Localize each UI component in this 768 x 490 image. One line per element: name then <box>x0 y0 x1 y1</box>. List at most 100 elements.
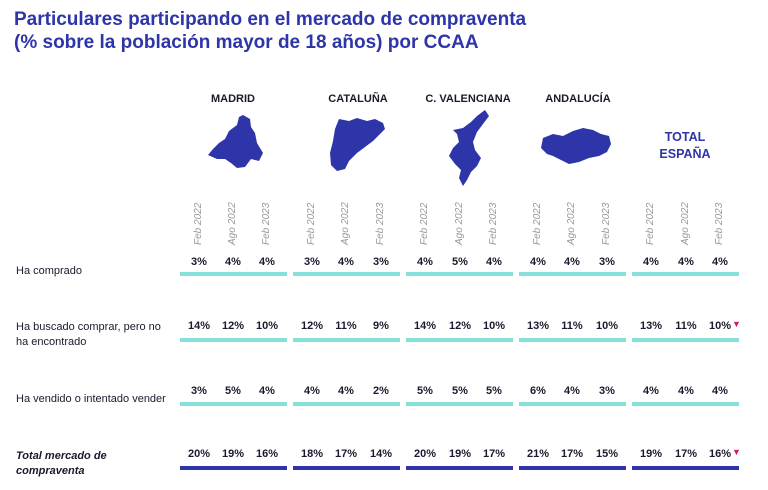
region-header-madrid: MADRID <box>211 93 255 105</box>
row-bar <box>293 466 400 470</box>
value-cell: 11% <box>561 320 583 332</box>
region-header-cataluna: CATALUÑA <box>328 93 388 105</box>
value-cell: 16% <box>255 448 279 460</box>
value-cell: 17% <box>482 448 506 460</box>
value-cell: 3% <box>373 256 389 268</box>
value-cell: 4% <box>564 385 580 397</box>
period-label: Feb 2023 <box>261 202 272 245</box>
value-cell: 12% <box>221 320 245 332</box>
value-cell: 4% <box>259 256 275 268</box>
value-cell: 4% <box>259 385 275 397</box>
value-cell: 4% <box>643 385 659 397</box>
period-label: Ago 2022 <box>227 202 238 245</box>
row-label-line: ha encontrado <box>16 336 87 348</box>
row-bar <box>519 466 626 470</box>
value-cell: 9% <box>373 320 389 332</box>
value-cell: 12% <box>448 320 472 332</box>
row-bar <box>632 402 739 406</box>
value-cell: 2% <box>373 385 389 397</box>
value-cell: 4% <box>564 256 580 268</box>
value-cell: 4% <box>643 256 659 268</box>
period-label: Ago 2022 <box>680 202 691 245</box>
row-bar <box>406 272 513 276</box>
title-line-1: Particulares participando en el mercado … <box>14 9 527 30</box>
row-label-line: compraventa <box>16 465 85 477</box>
value-cell: 6% <box>530 385 546 397</box>
value-cell: 3% <box>599 256 615 268</box>
value-cell: 17% <box>334 448 358 460</box>
region-header-andalucia: ANDALUCÍA <box>545 93 611 105</box>
period-label: Ago 2022 <box>454 202 465 245</box>
row-bar <box>293 338 400 342</box>
period-label: Feb 2023 <box>488 202 499 245</box>
chart-title: Particulares participando en el mercado … <box>14 8 754 54</box>
value-cell: 5% <box>452 256 468 268</box>
value-cell: 4% <box>486 256 502 268</box>
value-cell: 4% <box>338 256 354 268</box>
value-cell: 10% <box>708 320 732 332</box>
period-label: Feb 2022 <box>306 202 317 245</box>
value-cell: 11% <box>675 320 697 332</box>
valenciana-map-icon <box>449 110 489 186</box>
row-label-line: Ha buscado comprar, pero no <box>16 321 161 333</box>
value-cell: 14% <box>187 320 211 332</box>
row-label-line: Ha comprado <box>16 265 83 277</box>
row-bar <box>519 338 626 342</box>
period-label: Feb 2022 <box>419 202 430 245</box>
value-cell: 19% <box>639 448 663 460</box>
value-cell: 5% <box>417 385 433 397</box>
value-cell: 4% <box>712 385 728 397</box>
region-header-valenciana: C. VALENCIANA <box>425 93 511 105</box>
value-cell: 13% <box>526 320 550 332</box>
value-cell: 19% <box>221 448 245 460</box>
value-cell: 21% <box>526 448 550 460</box>
row-label: Total mercado de compraventa <box>16 449 107 479</box>
value-cell: 15% <box>595 448 619 460</box>
row-bar <box>180 402 287 406</box>
period-label: Feb 2022 <box>532 202 543 245</box>
row-bar <box>293 402 400 406</box>
period-label: Feb 2023 <box>601 202 612 245</box>
row-bar <box>632 272 739 276</box>
value-cell: 4% <box>530 256 546 268</box>
row-bar <box>406 338 513 342</box>
value-cell: 18% <box>300 448 324 460</box>
value-cell: 4% <box>678 385 694 397</box>
row-bar <box>519 402 626 406</box>
value-cell: 4% <box>712 256 728 268</box>
period-label: Feb 2023 <box>714 202 725 245</box>
value-cell: 4% <box>225 256 241 268</box>
value-cell: 14% <box>413 320 437 332</box>
period-label: Feb 2022 <box>193 202 204 245</box>
row-bar <box>293 272 400 276</box>
value-cell: 3% <box>191 256 207 268</box>
row-bar <box>180 466 287 470</box>
total-label-line-1: TOTAL <box>664 130 706 144</box>
value-cell: 19% <box>448 448 472 460</box>
title-line-2: (% sobre la población mayor de 18 años) … <box>14 32 479 53</box>
down-arrow-icon: ▼ <box>732 319 741 329</box>
value-cell: 10% <box>595 320 619 332</box>
value-cell: 5% <box>225 385 241 397</box>
period-label: Feb 2023 <box>375 202 386 245</box>
row-label-line: Ha vendido o intentado vender <box>16 393 166 405</box>
value-cell: 3% <box>599 385 615 397</box>
row-label: Ha comprado <box>16 264 82 279</box>
row-bar <box>180 338 287 342</box>
value-cell: 11% <box>335 320 357 332</box>
period-label: Feb 2022 <box>645 202 656 245</box>
total-label-line-2: ESPAÑA <box>659 147 711 161</box>
cataluna-map-icon <box>330 118 385 171</box>
value-cell: 13% <box>639 320 663 332</box>
row-label-line: Total mercado de <box>16 450 107 462</box>
value-cell: 4% <box>678 256 694 268</box>
value-cell: 14% <box>369 448 393 460</box>
value-cell: 16% <box>708 448 732 460</box>
region-header-total: TOTAL ESPAÑA <box>630 129 740 163</box>
row-bar <box>406 466 513 470</box>
value-cell: 3% <box>304 256 320 268</box>
value-cell: 17% <box>674 448 698 460</box>
value-cell: 4% <box>417 256 433 268</box>
value-cell: 10% <box>482 320 506 332</box>
value-cell: 3% <box>191 385 207 397</box>
